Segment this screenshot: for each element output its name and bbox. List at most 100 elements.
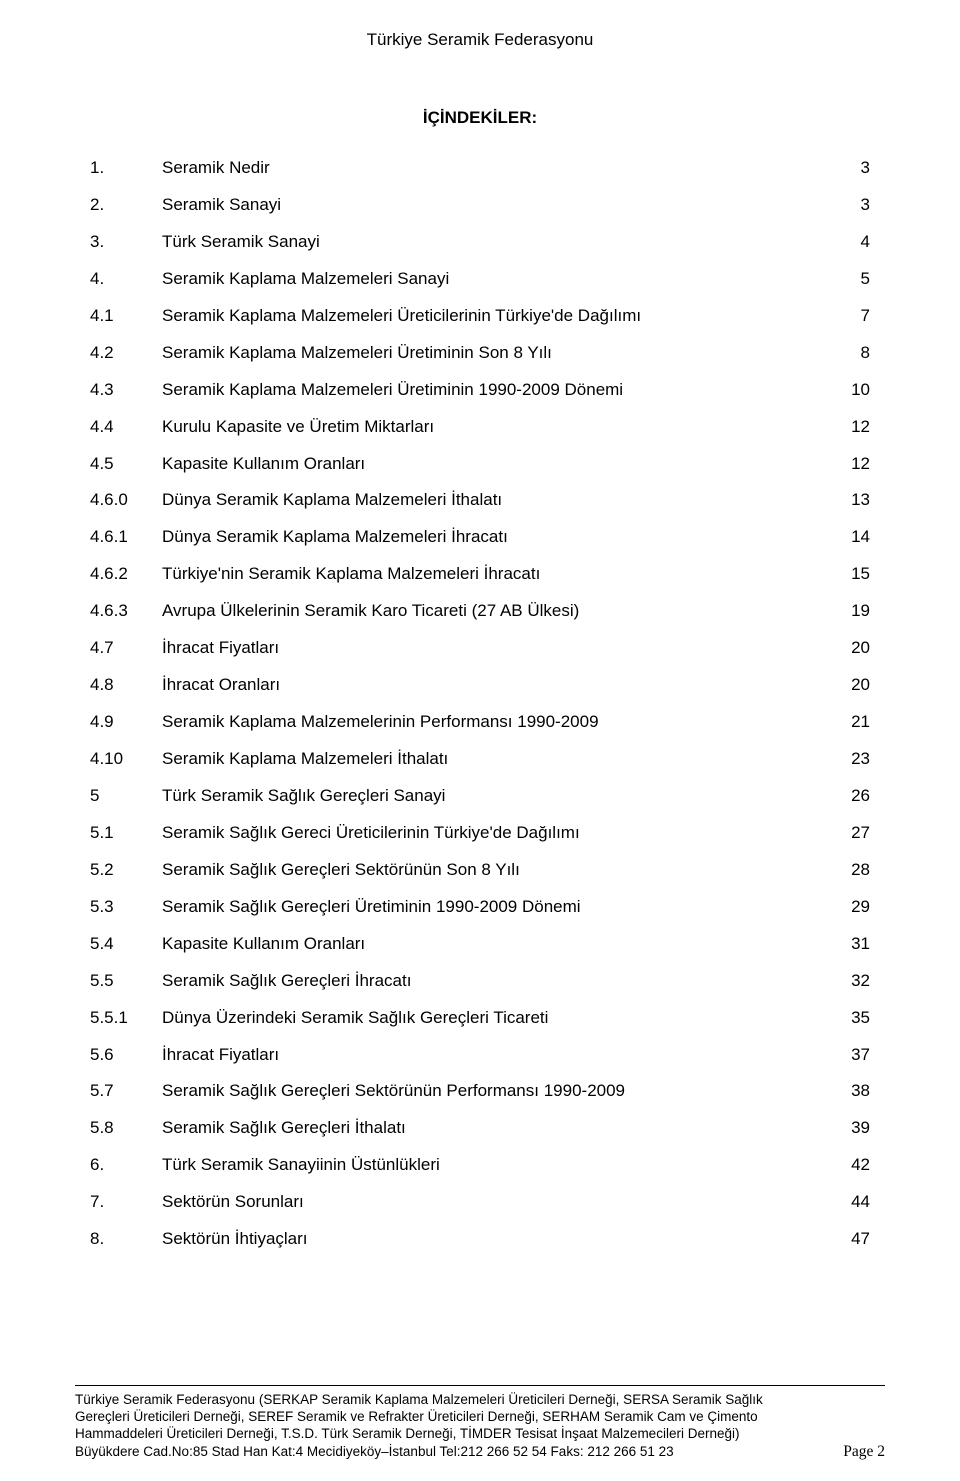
toc-section-number: 4.5	[90, 446, 162, 483]
header-org-name: Türkiye Seramik Federasyonu	[90, 30, 870, 50]
toc-section-number: 7.	[90, 1184, 162, 1221]
toc-page-number: 15	[830, 556, 870, 593]
document-page: Türkiye Seramik Federasyonu İÇİNDEKİLER:…	[0, 0, 960, 1258]
toc-section-number: 4.8	[90, 667, 162, 704]
toc-section-title: Seramik Sağlık Gereçleri Sektörünün Perf…	[162, 1073, 830, 1110]
toc-page-number: 35	[830, 1000, 870, 1037]
toc-section-number: 4.10	[90, 741, 162, 778]
toc-section-number: 8.	[90, 1221, 162, 1258]
toc-section-number: 4.6.3	[90, 593, 162, 630]
footer-line-2: Gereçleri Üreticileri Derneği, SEREF Ser…	[75, 1409, 885, 1426]
toc-section-number: 5.3	[90, 889, 162, 926]
toc-section-title: İhracat Fiyatları	[162, 1037, 830, 1074]
toc-row: 4.Seramik Kaplama Malzemeleri Sanayi5	[90, 261, 870, 298]
toc-row: 5.4Kapasite Kullanım Oranları31	[90, 926, 870, 963]
toc-section-title: İhracat Fiyatları	[162, 630, 830, 667]
toc-section-title: Seramik Kaplama Malzemeleri İthalatı	[162, 741, 830, 778]
toc-page-number: 3	[830, 150, 870, 187]
toc-section-title: Türk Seramik Sağlık Gereçleri Sanayi	[162, 778, 830, 815]
toc-heading: İÇİNDEKİLER:	[90, 108, 870, 128]
toc-row: 4.6.2 Türkiye'nin Seramik Kaplama Malzem…	[90, 556, 870, 593]
toc-section-title: Seramik Sağlık Gereci Üreticilerinin Tür…	[162, 815, 830, 852]
toc-section-number: 1.	[90, 150, 162, 187]
toc-section-title: Seramik Sağlık Gereçleri İhracatı	[162, 963, 830, 1000]
toc-page-number: 12	[830, 409, 870, 446]
toc-page-number: 8	[830, 335, 870, 372]
toc-row: 4.5Kapasite Kullanım Oranları12	[90, 446, 870, 483]
toc-section-number: 4.4	[90, 409, 162, 446]
toc-section-number: 4.6.2	[90, 556, 162, 593]
toc-section-number: 4.3	[90, 372, 162, 409]
toc-section-number: 5.8	[90, 1110, 162, 1147]
toc-row: 4.9Seramik Kaplama Malzemelerinin Perfor…	[90, 704, 870, 741]
toc-row: 4.1Seramik Kaplama Malzemeleri Üreticile…	[90, 298, 870, 335]
toc-page-number: 32	[830, 963, 870, 1000]
toc-page-number: 14	[830, 519, 870, 556]
toc-section-title: Türk Seramik Sanayiinin Üstünlükleri	[162, 1147, 830, 1184]
toc-row: 6.Türk Seramik Sanayiinin Üstünlükleri42	[90, 1147, 870, 1184]
toc-section-title: Sektörün Sorunları	[162, 1184, 830, 1221]
toc-section-number: 4.	[90, 261, 162, 298]
toc-page-number: 37	[830, 1037, 870, 1074]
toc-section-number: 4.2	[90, 335, 162, 372]
toc-page-number: 3	[830, 187, 870, 224]
toc-page-number: 27	[830, 815, 870, 852]
toc-section-number: 3.	[90, 224, 162, 261]
toc-row: 4.2Seramik Kaplama Malzemeleri Üretimini…	[90, 335, 870, 372]
toc-row: 5.6İhracat Fiyatları37	[90, 1037, 870, 1074]
toc-row: 4.8İhracat Oranları20	[90, 667, 870, 704]
page-footer: Türkiye Seramik Federasyonu (SERKAP Sera…	[0, 1385, 960, 1481]
toc-section-number: 2.	[90, 187, 162, 224]
toc-page-number: 12	[830, 446, 870, 483]
toc-section-number: 5	[90, 778, 162, 815]
toc-section-title: Seramik Sağlık Gereçleri Sektörünün Son …	[162, 852, 830, 889]
toc-row: 5.7Seramik Sağlık Gereçleri Sektörünün P…	[90, 1073, 870, 1110]
toc-row: 7.Sektörün Sorunları44	[90, 1184, 870, 1221]
toc-page-number: 44	[830, 1184, 870, 1221]
toc-page-number: 7	[830, 298, 870, 335]
toc-section-number: 4.6.0	[90, 482, 162, 519]
toc-page-number: 5	[830, 261, 870, 298]
toc-section-title: Türkiye'nin Seramik Kaplama Malzemeleri …	[162, 556, 830, 593]
toc-section-title: Dünya Seramik Kaplama Malzemeleri İhraca…	[162, 519, 830, 556]
toc-section-title: Kapasite Kullanım Oranları	[162, 446, 830, 483]
toc-section-number: 5.1	[90, 815, 162, 852]
toc-page-number: 23	[830, 741, 870, 778]
toc-row: 4.10Seramik Kaplama Malzemeleri İthalatı…	[90, 741, 870, 778]
footer-last-line: Büyükdere Cad.No:85 Stad Han Kat:4 Mecid…	[75, 1443, 885, 1461]
toc-row: 3.Türk Seramik Sanayi4	[90, 224, 870, 261]
toc-section-number: 4.6.1	[90, 519, 162, 556]
toc-section-title: Seramik Sanayi	[162, 187, 830, 224]
toc-row: 5Türk Seramik Sağlık Gereçleri Sanayi26	[90, 778, 870, 815]
toc-section-number: 4.1	[90, 298, 162, 335]
toc-section-number: 5.4	[90, 926, 162, 963]
toc-body: 1.Seramik Nedir32.Seramik Sanayi33.Türk …	[90, 150, 870, 1258]
toc-row: 5.5.1Dünya Üzerindeki Seramik Sağlık Ger…	[90, 1000, 870, 1037]
toc-page-number: 26	[830, 778, 870, 815]
toc-section-title: Seramik Kaplama Malzemeleri Üreticilerin…	[162, 298, 830, 335]
toc-row: 5.1Seramik Sağlık Gereci Üreticilerinin …	[90, 815, 870, 852]
toc-section-title: Dünya Üzerindeki Seramik Sağlık Gereçler…	[162, 1000, 830, 1037]
toc-row: 5.8Seramik Sağlık Gereçleri İthalatı39	[90, 1110, 870, 1147]
toc-section-title: İhracat Oranları	[162, 667, 830, 704]
toc-row: 1.Seramik Nedir3	[90, 150, 870, 187]
toc-row: 5.2Seramik Sağlık Gereçleri Sektörünün S…	[90, 852, 870, 889]
toc-section-title: Seramik Kaplama Malzemeleri Üretiminin 1…	[162, 372, 830, 409]
toc-section-title: Sektörün İhtiyaçları	[162, 1221, 830, 1258]
toc-page-number: 42	[830, 1147, 870, 1184]
toc-section-number: 5.2	[90, 852, 162, 889]
toc-page-number: 21	[830, 704, 870, 741]
toc-section-title: Kurulu Kapasite ve Üretim Miktarları	[162, 409, 830, 446]
toc-page-number: 29	[830, 889, 870, 926]
footer-rule	[75, 1385, 885, 1386]
toc-section-number: 5.5	[90, 963, 162, 1000]
toc-page-number: 20	[830, 630, 870, 667]
toc-table: 1.Seramik Nedir32.Seramik Sanayi33.Türk …	[90, 150, 870, 1258]
toc-section-title: Türk Seramik Sanayi	[162, 224, 830, 261]
toc-row: 4.6.1Dünya Seramik Kaplama Malzemeleri İ…	[90, 519, 870, 556]
toc-page-number: 4	[830, 224, 870, 261]
toc-page-number: 10	[830, 372, 870, 409]
toc-section-number: 4.7	[90, 630, 162, 667]
toc-section-number: 5.6	[90, 1037, 162, 1074]
toc-section-title: Avrupa Ülkelerinin Seramik Karo Ticareti…	[162, 593, 830, 630]
